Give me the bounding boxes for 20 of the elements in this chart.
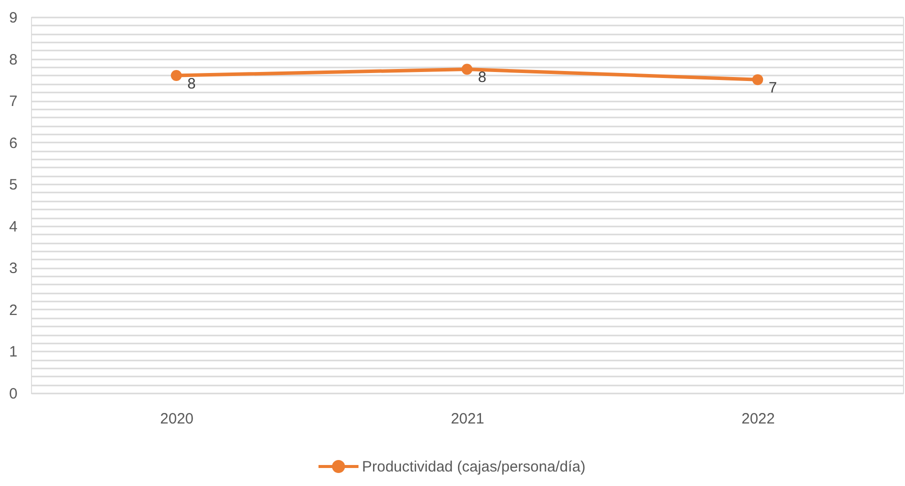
- y-tick-label: 4: [9, 218, 18, 236]
- data-label: 8: [478, 69, 486, 86]
- x-tick-label: 2020: [160, 410, 194, 428]
- point: [170, 70, 182, 81]
- x-tick-label: 2021: [450, 410, 484, 428]
- data-label: 8: [187, 75, 196, 92]
- point: [752, 74, 764, 86]
- y-tick-label: 7: [9, 93, 18, 110]
- y-tick-label: 1: [9, 344, 18, 361]
- point: [462, 64, 472, 75]
- y-tick-label: 3: [9, 260, 18, 278]
- y-tick-label: 2: [9, 302, 18, 319]
- y-tick-label: 6: [9, 134, 18, 152]
- y-tick-label: 5: [9, 176, 18, 194]
- y-tick-label: 0: [9, 386, 18, 402]
- legend-label: Productividad (cajas/persona/día): [362, 458, 586, 476]
- x-tick-label: 2022: [741, 410, 775, 428]
- data-label: 7: [768, 80, 778, 97]
- y-tick-label: 8: [9, 51, 18, 68]
- y-tick-label: 9: [9, 10, 18, 26]
